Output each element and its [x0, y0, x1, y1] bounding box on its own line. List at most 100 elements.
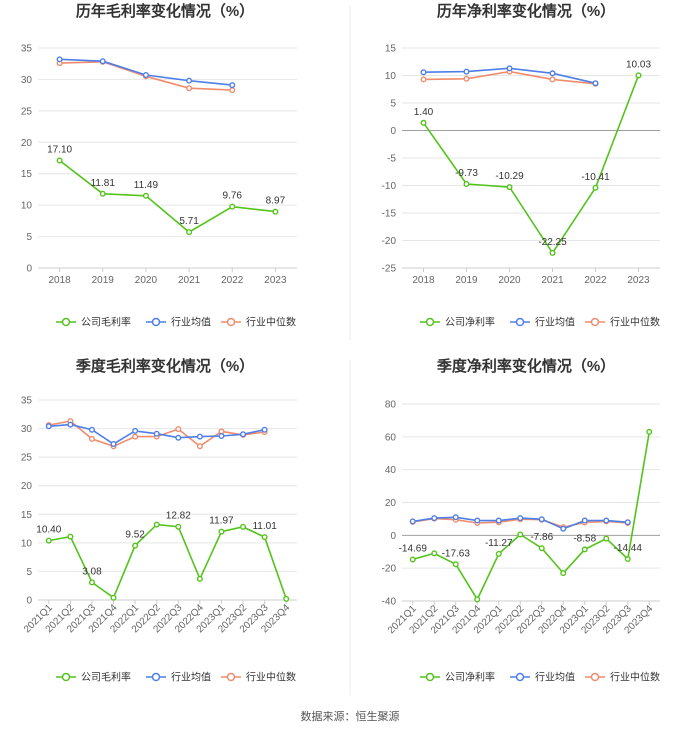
- series-line: [422, 75, 640, 255]
- legend-swatch-marker: [226, 672, 236, 682]
- chart-4: 季度净利率变化情况（%）-40-200204060802021Q12021Q22…: [382, 357, 660, 684]
- y-tick-label: 30: [21, 75, 33, 86]
- data-point: [603, 517, 610, 524]
- data-point: [431, 550, 438, 557]
- data-point: [240, 431, 247, 438]
- data-label: 3.08: [82, 566, 102, 577]
- data-label: 1.40: [414, 107, 434, 118]
- data-label: 12.82: [166, 511, 191, 522]
- data-point: [581, 546, 588, 553]
- y-tick-label: 10: [21, 201, 33, 212]
- y-tick-label: -5: [387, 154, 396, 165]
- x-tick-label: 2018: [48, 275, 71, 286]
- data-point: [409, 556, 416, 563]
- y-tick-label: 5: [390, 99, 396, 110]
- y-tick-label: 0: [390, 126, 396, 137]
- y-tick-label: 5: [26, 232, 32, 243]
- data-label: -14.69: [399, 543, 428, 554]
- x-tick-label: 2021: [541, 275, 564, 286]
- data-point: [624, 556, 631, 563]
- x-tick-label: 2020: [135, 275, 158, 286]
- y-tick-label: 15: [21, 510, 33, 521]
- data-point: [463, 181, 470, 188]
- y-tick-label: 25: [21, 106, 33, 117]
- data-point: [132, 433, 139, 440]
- data-label: 9.52: [125, 530, 145, 541]
- x-tick-label: 2019: [92, 275, 115, 286]
- data-point: [538, 516, 545, 523]
- data-label: 11.97: [209, 516, 234, 527]
- data-point: [142, 192, 149, 199]
- data-point: [45, 423, 52, 430]
- data-point: [153, 521, 160, 528]
- x-tick-label: 2020: [498, 275, 521, 286]
- chart-title: 季度毛利率变化情况（%）: [76, 357, 254, 375]
- data-point: [229, 87, 236, 94]
- data-label: 11.01: [252, 521, 277, 532]
- data-label: -10.41: [581, 172, 610, 183]
- data-label: 9.76: [223, 191, 243, 202]
- data-point: [592, 80, 599, 87]
- legend-label: 公司净利率: [445, 316, 495, 329]
- x-tick-label: 2023: [627, 275, 650, 286]
- data-point: [88, 426, 95, 433]
- y-tick-label: 0: [26, 596, 32, 607]
- data-point: [283, 595, 290, 602]
- data-label: -17.63: [442, 548, 471, 559]
- legend-label: 行业中位数: [246, 671, 296, 684]
- data-point: [603, 535, 610, 542]
- y-tick-label: 20: [385, 498, 397, 509]
- data-label: 10.40: [36, 525, 61, 536]
- chart-1: 历年毛利率变化情况（%） 0 5 10 15 20 25 30 35 2018 2019 2020 20…: [21, 2, 297, 329]
- legend-label: 行业中位数: [610, 316, 660, 329]
- data-label: -14.44: [614, 543, 643, 554]
- legend-label: 公司毛利率: [81, 316, 131, 329]
- data-point: [99, 190, 106, 197]
- data-point: [240, 523, 247, 530]
- y-tick-label: 80: [385, 400, 397, 411]
- legend-label: 公司毛利率: [81, 671, 131, 684]
- legend-label: 公司净利率: [445, 671, 495, 684]
- y-tick-label: 25: [21, 453, 33, 464]
- data-point: [495, 550, 502, 557]
- y-tick-label: 20: [21, 138, 33, 149]
- data-point: [452, 561, 459, 568]
- x-tick-label: 2019: [455, 275, 478, 286]
- data-point: [67, 533, 74, 540]
- data-point: [110, 441, 117, 448]
- data-point: [581, 517, 588, 524]
- legend-label: 行业中位数: [610, 671, 660, 684]
- data-point: [431, 515, 438, 522]
- legend-swatch-marker: [590, 317, 600, 327]
- data-point: [463, 68, 470, 75]
- legend-swatch-marker: [590, 672, 600, 682]
- data-point: [67, 421, 74, 428]
- x-tick-label: 2018: [412, 275, 435, 286]
- data-point: [538, 545, 545, 552]
- x-tick-label: 2023: [264, 275, 287, 286]
- data-point: [56, 157, 63, 164]
- y-tick-label: 40: [385, 465, 397, 476]
- data-point: [409, 518, 416, 525]
- x-tick-label: 2021: [178, 275, 201, 286]
- data-point: [142, 72, 149, 79]
- legend-label: 行业均值: [535, 316, 575, 329]
- data-point: [624, 519, 631, 526]
- data-point: [132, 542, 139, 549]
- y-tick-label: 60: [385, 432, 397, 443]
- data-point: [186, 77, 193, 84]
- y-tick-label: 0: [390, 531, 396, 542]
- data-point: [474, 517, 481, 524]
- data-point: [229, 203, 236, 210]
- series-line: [48, 523, 287, 600]
- chart-2: 历年净利率变化情况（%） -25 -20 -15 -10 -5 0 5 10 15 2018 2019…: [382, 2, 660, 329]
- y-tick-label: 35: [21, 396, 33, 407]
- data-point: [261, 426, 268, 433]
- data-point: [261, 534, 268, 541]
- data-point: [646, 428, 653, 435]
- data-point: [549, 70, 556, 77]
- data-point: [560, 525, 567, 532]
- y-tick-label: 15: [385, 44, 397, 55]
